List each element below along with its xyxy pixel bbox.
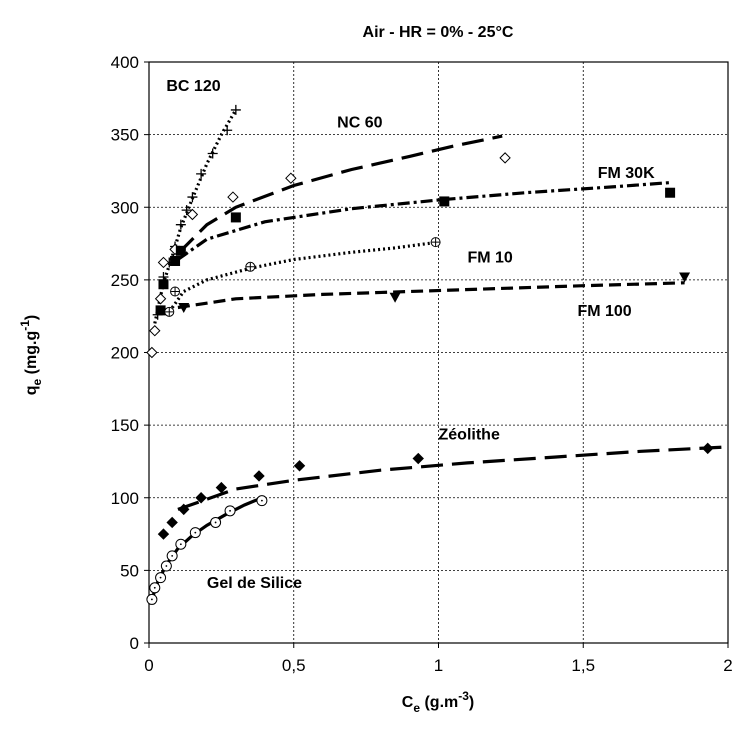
x-axis-title-close: ) (469, 694, 474, 711)
data-point-zeolithe (195, 492, 207, 504)
data-point-nc-60 (157, 256, 170, 269)
series-labels: BC 120 NC 60 FM 30K FM 10 FM 100 Zéolithe Gel … (166, 78, 655, 592)
data-point-fm-10-cross (165, 307, 174, 316)
data-point-bc-120 (230, 104, 241, 115)
data-point-bc-120 (196, 168, 207, 179)
data-point-gel-de-silice-dot (153, 586, 156, 589)
data-point-bc-120 (207, 148, 218, 159)
fit-curves (150, 109, 729, 600)
fit-curve-zeolithe (177, 445, 729, 511)
y-axis-title-close: ) (23, 315, 40, 320)
fit-curve-nc-60 (176, 134, 503, 255)
y-axis-title-subscript: e (30, 378, 44, 385)
series-label-bc-120: BC 120 (166, 78, 220, 95)
y-tick-label: 100 (111, 489, 139, 508)
grid (149, 62, 728, 643)
data-point-zeolithe (166, 516, 178, 529)
data-point-bc-120 (175, 219, 186, 230)
x-tick-label: 1 (434, 656, 443, 675)
data-point-fm-10-cross (246, 262, 255, 271)
series-label-fm-100: FM 100 (577, 303, 631, 320)
data-point-fm-30k (665, 187, 676, 198)
data-point-gel-de-silice-dot (150, 598, 153, 601)
data-point-fm-30k (175, 245, 186, 256)
data-point-bc-120 (222, 125, 233, 136)
y-tick-label: 50 (120, 561, 139, 580)
data-point-nc-60 (285, 172, 297, 184)
y-tick-label: 350 (111, 126, 139, 145)
y-tick-label: 150 (111, 416, 139, 435)
axis-ticks: 0 50 100 150 200 250 300 350 400 0 0,5 1 1,5 2 (111, 53, 733, 675)
data-point-bc-120 (187, 192, 198, 203)
data-point-gel-de-silice-dot (229, 509, 231, 512)
series-label-fm-30k: FM 30K (598, 165, 655, 182)
data-point-fm-30k (230, 212, 241, 223)
data-point-zeolithe (253, 470, 265, 482)
x-tick-label: 1,5 (571, 656, 595, 675)
data-point-zeolithe (215, 481, 228, 494)
series-label-gel-de-silice: Gel de Silice (207, 575, 302, 592)
x-axis-title-main: C (402, 694, 414, 711)
x-axis-title-superscript: -3 (458, 689, 469, 703)
data-point-gel-de-silice-dot (165, 565, 168, 567)
data-point-fm-100 (389, 292, 401, 303)
data-point-zeolithe (293, 460, 306, 472)
data-point-nc-60 (227, 191, 239, 203)
chart-title: Air - HR = 0% - 25°C (363, 24, 514, 41)
data-point-nc-60 (149, 325, 161, 337)
data-point-fm-30k (158, 279, 169, 290)
y-axis-title-units: (mg.g (23, 331, 40, 379)
data-point-fm-30k (170, 255, 181, 266)
fit-curve-fm-100 (177, 281, 685, 310)
y-axis-title-superscript: -1 (18, 320, 32, 331)
x-tick-label: 0,5 (282, 656, 306, 675)
y-axis-title: qe (mg.g-1) (18, 315, 44, 395)
fit-curve-fm-10 (167, 240, 439, 313)
data-point-nc-60 (499, 152, 511, 164)
data-point-gel-de-silice-dot (171, 554, 174, 557)
data-point-zeolithe (178, 503, 190, 516)
y-tick-label: 0 (130, 634, 139, 653)
fit-curve-fm-30k (176, 181, 671, 261)
data-point-fm-100 (679, 272, 691, 283)
y-tick-label: 250 (111, 271, 139, 290)
y-axis-title-main: q (23, 385, 40, 395)
x-axis-title-subscript: e (413, 701, 420, 715)
data-point-zeolithe (702, 442, 714, 455)
x-axis-title-units: (g.m (420, 694, 458, 711)
data-point-fm-30k (439, 196, 450, 207)
data-point-gel-de-silice-dot (179, 543, 182, 546)
data-point-gel-de-silice-dot (194, 531, 197, 534)
data-point-bc-120 (181, 205, 192, 216)
data-points (146, 104, 714, 605)
data-point-nc-60 (186, 208, 199, 221)
data-point-zeolithe (412, 452, 424, 465)
y-tick-label: 400 (111, 53, 139, 72)
x-tick-label: 2 (723, 656, 732, 675)
x-axis-title: Ce (g.m-3) (402, 689, 474, 715)
data-point-nc-60 (146, 346, 158, 359)
y-tick-label: 200 (111, 344, 139, 363)
series-label-nc-60: NC 60 (337, 114, 382, 131)
y-tick-label: 300 (111, 198, 139, 217)
x-tick-label: 0 (144, 656, 153, 675)
data-point-gel-de-silice-dot (214, 521, 217, 524)
data-point-gel-de-silice-dot (261, 499, 263, 502)
series-label-fm-10: FM 10 (467, 249, 512, 266)
data-point-fm-30k (155, 305, 166, 316)
data-point-fm-10-cross (171, 287, 180, 296)
series-label-zeolithe: Zéolithe (439, 427, 500, 444)
data-point-fm-100 (178, 302, 190, 313)
data-point-fm-10-cross (431, 238, 440, 247)
data-point-nc-60 (154, 293, 167, 305)
data-point-gel-de-silice-dot (159, 576, 162, 579)
data-point-zeolithe (157, 528, 170, 540)
